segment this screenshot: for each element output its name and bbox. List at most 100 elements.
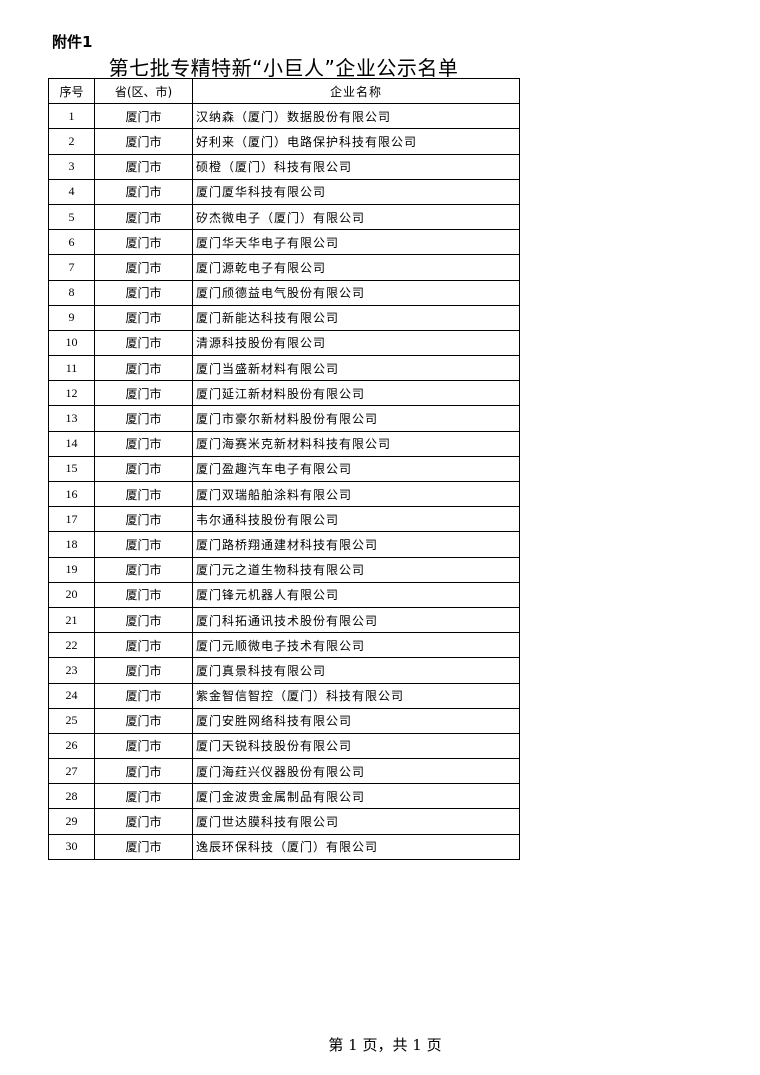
cell-region: 厦门市 (95, 204, 193, 230)
cell-index: 6 (49, 230, 95, 255)
table-row: 9 厦门市 厦门新能达科技有限公司 (49, 305, 520, 331)
table-row: 6 厦门市 厦门华天华电子有限公司 (49, 230, 520, 256)
cell-index: 13 (49, 406, 95, 431)
cell-company-name: 韦尔通科技股份有限公司 (193, 507, 520, 532)
cell-region: 厦门市 (95, 633, 193, 658)
table-row: 14 厦门市 厦门海赛米克新材料科技有限公司 (49, 431, 520, 457)
cell-index: 26 (49, 733, 95, 759)
cell-index: 11 (49, 356, 95, 381)
cell-index: 15 (49, 456, 95, 481)
table-row: 29 厦门市 厦门世达膜科技有限公司 (49, 809, 520, 835)
cell-index: 7 (49, 255, 95, 280)
cell-company-name: 紫金智信智控（厦门）科技有限公司 (193, 683, 520, 708)
page-title: 第七批专精特新“小巨人”企业公示名单 (108, 56, 459, 80)
table-row: 18 厦门市 厦门路桥翔通建材科技有限公司 (49, 532, 520, 558)
table-row: 4 厦门市 厦门厦华科技有限公司 (49, 179, 520, 205)
cell-index: 22 (49, 633, 95, 658)
cell-company-name: 厦门锋元机器人有限公司 (193, 582, 520, 607)
table-row: 12 厦门市 厦门延江新材料股份有限公司 (49, 381, 520, 407)
cell-index: 5 (49, 204, 95, 230)
cell-company-name: 好利来（厦门）电路保护科技有限公司 (193, 129, 520, 154)
cell-company-name: 厦门科拓通讯技术股份有限公司 (193, 607, 520, 633)
cell-company-name: 厦门新能达科技有限公司 (193, 305, 520, 330)
cell-region: 厦门市 (95, 456, 193, 481)
table-row: 25 厦门市 厦门安胜网络科技有限公司 (49, 708, 520, 734)
cell-company-name: 厦门市豪尔新材料股份有限公司 (193, 406, 520, 431)
cell-company-name: 厦门盈趣汽车电子有限公司 (193, 456, 520, 481)
table-row: 22 厦门市 厦门元顺微电子技术有限公司 (49, 633, 520, 659)
cell-company-name: 厦门路桥翔通建材科技有限公司 (193, 532, 520, 557)
table-row: 11 厦门市 厦门当盛新材料有限公司 (49, 356, 520, 382)
cell-index: 21 (49, 607, 95, 633)
cell-index: 24 (49, 683, 95, 708)
cell-region: 厦门市 (95, 532, 193, 557)
cell-region: 厦门市 (95, 255, 193, 280)
cell-region: 厦门市 (95, 431, 193, 456)
table-row: 10 厦门市 清源科技股份有限公司 (49, 330, 520, 357)
table-row: 3 厦门市 硕橙（厦门）科技有限公司 (49, 154, 520, 180)
cell-company-name: 厦门天锐科技股份有限公司 (193, 733, 520, 759)
cell-region: 厦门市 (95, 708, 193, 733)
table-row: 5 厦门市 矽杰微电子（厦门）有限公司 (49, 204, 520, 231)
cell-region: 厦门市 (95, 129, 193, 154)
cell-index: 14 (49, 431, 95, 456)
cell-index: 18 (49, 532, 95, 557)
header-region: 省(区、市) (95, 79, 193, 104)
cell-index: 28 (49, 784, 95, 809)
table-row: 7 厦门市 厦门源乾电子有限公司 (49, 255, 520, 281)
cell-index: 2 (49, 129, 95, 154)
header-company-name: 企业名称 (193, 79, 520, 104)
cell-company-name: 矽杰微电子（厦门）有限公司 (193, 204, 520, 230)
table-row: 28 厦门市 厦门金波贵金属制品有限公司 (49, 784, 520, 810)
cell-index: 23 (49, 658, 95, 683)
header-index: 序号 (49, 79, 95, 104)
table-row: 26 厦门市 厦门天锐科技股份有限公司 (49, 733, 520, 760)
cell-company-name: 厦门元顺微电子技术有限公司 (193, 633, 520, 658)
cell-region: 厦门市 (95, 834, 193, 859)
table-row: 13 厦门市 厦门市豪尔新材料股份有限公司 (49, 406, 520, 432)
cell-region: 厦门市 (95, 582, 193, 607)
cell-region: 厦门市 (95, 305, 193, 330)
cell-region: 厦门市 (95, 330, 193, 356)
cell-company-name: 汉纳森（厦门）数据股份有限公司 (193, 104, 520, 129)
cell-region: 厦门市 (95, 154, 193, 179)
cell-region: 厦门市 (95, 381, 193, 406)
cell-index: 16 (49, 482, 95, 507)
cell-company-name: 厦门真景科技有限公司 (193, 658, 520, 683)
table-row: 2 厦门市 好利来（厦门）电路保护科技有限公司 (49, 129, 520, 155)
cell-company-name: 逸辰环保科技（厦门）有限公司 (193, 834, 520, 859)
cell-index: 12 (49, 381, 95, 406)
company-table: 序号 省(区、市) 企业名称 1 厦门市 汉纳森（厦门）数据股份有限公司 2 厦门市 好利… (48, 78, 520, 860)
cell-company-name: 厦门源乾电子有限公司 (193, 255, 520, 280)
cell-region: 厦门市 (95, 179, 193, 204)
table-row: 21 厦门市 厦门科拓通讯技术股份有限公司 (49, 607, 520, 634)
cell-region: 厦门市 (95, 280, 193, 305)
cell-company-name: 厦门安胜网络科技有限公司 (193, 708, 520, 733)
table-row: 20 厦门市 厦门锋元机器人有限公司 (49, 582, 520, 608)
cell-index: 1 (49, 104, 95, 129)
cell-region: 厦门市 (95, 809, 193, 834)
cell-index: 4 (49, 179, 95, 204)
cell-region: 厦门市 (95, 683, 193, 708)
table-row: 8 厦门市 厦门颀德益电气股份有限公司 (49, 280, 520, 306)
cell-region: 厦门市 (95, 759, 193, 784)
cell-region: 厦门市 (95, 507, 193, 532)
cell-region: 厦门市 (95, 658, 193, 683)
table-row: 24 厦门市 紫金智信智控（厦门）科技有限公司 (49, 683, 520, 709)
cell-company-name: 厦门华天华电子有限公司 (193, 230, 520, 255)
cell-region: 厦门市 (95, 230, 193, 255)
cell-index: 9 (49, 305, 95, 330)
cell-region: 厦门市 (95, 406, 193, 431)
cell-company-name: 厦门颀德益电气股份有限公司 (193, 280, 520, 305)
cell-index: 8 (49, 280, 95, 305)
cell-region: 厦门市 (95, 104, 193, 129)
table-row: 17 厦门市 韦尔通科技股份有限公司 (49, 507, 520, 533)
cell-index: 25 (49, 708, 95, 733)
cell-company-name: 厦门当盛新材料有限公司 (193, 356, 520, 381)
cell-index: 20 (49, 582, 95, 607)
table-row: 27 厦门市 厦门海荭兴仪器股份有限公司 (49, 759, 520, 785)
table-header-row: 序号 省(区、市) 企业名称 (49, 79, 520, 105)
cell-index: 10 (49, 330, 95, 356)
cell-index: 17 (49, 507, 95, 532)
cell-company-name: 厦门世达膜科技有限公司 (193, 809, 520, 834)
